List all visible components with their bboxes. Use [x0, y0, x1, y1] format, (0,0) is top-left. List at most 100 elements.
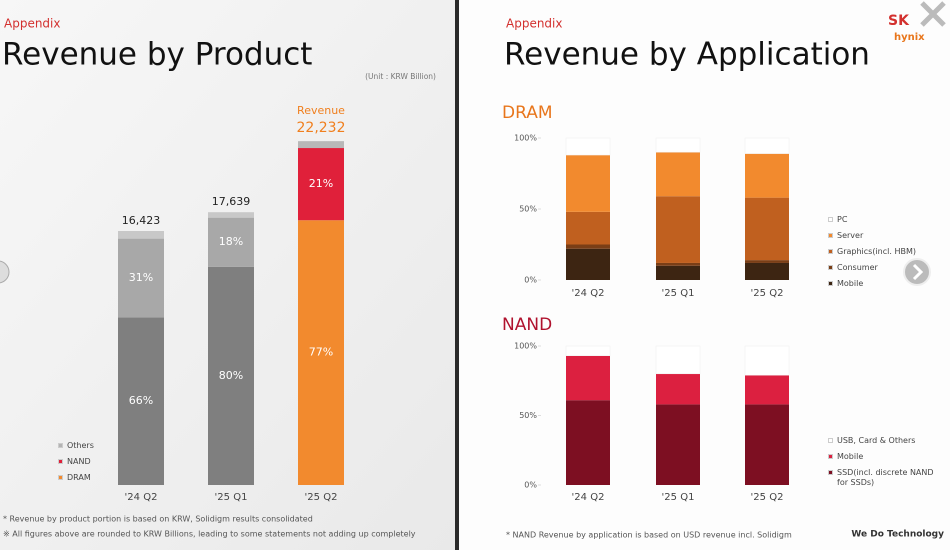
total-label: 17,639 [212, 195, 251, 208]
unit-label: (Unit : KRW Billion) [365, 72, 436, 81]
legend-label: SSD(incl. discrete NAND for SSDs) [837, 468, 934, 487]
x-tick-label: '25 Q2 [751, 288, 784, 299]
legend-item: Server [828, 231, 938, 241]
bar-segment [655, 345, 701, 375]
bar-segment [745, 260, 789, 263]
legend-label: Mobile [837, 279, 864, 288]
bar-segment [656, 265, 700, 280]
legend-swatch [828, 281, 833, 286]
y-tick-label: 0% [524, 276, 537, 285]
data-label: 31% [129, 271, 153, 284]
bar-segment [565, 345, 611, 356]
x-tick-label: '25 Q2 [751, 492, 784, 503]
data-label: 21% [309, 177, 333, 190]
right-slide-bg [459, 0, 950, 550]
x-tick-label: '25 Q2 [305, 492, 338, 503]
slide-title: Revenue by Application [504, 37, 870, 73]
data-label: 66% [129, 394, 153, 407]
legend-item: Mobile [828, 452, 938, 462]
legend-swatch [828, 454, 833, 459]
x-tick-label: '24 Q2 [125, 492, 158, 503]
legend-item: Others [58, 441, 168, 451]
bar-segment [656, 196, 700, 263]
bar-segment [565, 137, 611, 156]
x-tick-label: '25 Q1 [215, 492, 248, 503]
chart-title: DRAM [502, 103, 553, 123]
legend-swatch [828, 438, 833, 443]
legend-item: SSD(incl. discrete NAND for SSDs) [828, 468, 938, 488]
x-tick-label: '24 Q2 [572, 288, 605, 299]
legend-label: PC [837, 215, 848, 224]
bar-segment [298, 220, 344, 485]
bar-segment [656, 152, 700, 197]
legend-label: DRAM [67, 473, 91, 482]
data-label: 18% [219, 235, 243, 248]
bar-segment [566, 400, 610, 485]
slide-title: Revenue by Product [2, 37, 312, 73]
legend-item: NAND [58, 457, 168, 467]
legend-label: Consumer [837, 263, 878, 272]
bar-segment [118, 238, 164, 318]
bar-segment [208, 266, 254, 485]
total-label: 16,423 [122, 214, 161, 227]
bar-segment [745, 153, 789, 198]
prev-button[interactable] [0, 260, 10, 284]
y-tick-label: 50% [519, 411, 537, 420]
annotation: Revenue [297, 104, 345, 117]
x-tick-label: '24 Q2 [572, 492, 605, 503]
bar-segment [566, 248, 610, 280]
bar-segment [566, 211, 610, 245]
bar-segment [745, 375, 789, 405]
legend-label: Mobile [837, 452, 864, 461]
legend-label: NAND [67, 457, 91, 466]
bar-segment [118, 317, 164, 485]
y-tick-label: 100% [514, 342, 537, 351]
bar-segment [744, 137, 790, 154]
y-tick-label: 50% [519, 205, 537, 214]
bar-segment [656, 404, 700, 485]
next-button[interactable] [903, 258, 931, 286]
legend-swatch [58, 443, 63, 448]
next-arrow [912, 263, 924, 281]
bar-segment [298, 148, 344, 221]
tagline: We Do Technology [851, 530, 944, 540]
legend-label: Others [67, 441, 94, 450]
legend-swatch [58, 459, 63, 464]
legend-swatch [828, 233, 833, 238]
chart-title: NAND [502, 315, 552, 335]
footnote: * NAND Revenue by application is based o… [506, 531, 792, 540]
y-tick-label: 0% [524, 481, 537, 490]
bar-segment [208, 217, 254, 267]
legend-swatch [828, 470, 833, 475]
bar-segment [566, 355, 610, 401]
bar-segment [744, 345, 790, 376]
legend-swatch [828, 249, 833, 254]
bar-segment [208, 212, 254, 218]
legend-item: Consumer [828, 263, 938, 273]
logo-sk: SK [888, 13, 910, 29]
legend-label: USB, Card & Others [837, 436, 916, 445]
data-label: 80% [219, 369, 243, 382]
x-tick-label: '25 Q1 [662, 288, 695, 299]
legend-item: Mobile [828, 279, 938, 289]
bar-segment [566, 155, 610, 212]
legend: Others NAND DRAM [58, 441, 168, 489]
section-label: Appendix [4, 17, 60, 31]
bar-segment [745, 262, 789, 280]
bar-segment [745, 404, 789, 485]
footnote: ※ All figures above are rounded to KRW B… [3, 530, 416, 539]
bar-segment [298, 141, 344, 149]
bar-segment [566, 244, 610, 249]
bar-segment [656, 262, 700, 266]
legend-item: USB, Card & Others [828, 436, 938, 446]
bar-segment [745, 197, 789, 261]
legend-item: Graphics(incl. HBM) [828, 247, 938, 257]
legend-label: Server [837, 231, 864, 240]
data-label: 77% [309, 346, 333, 359]
legend-swatch [58, 475, 63, 480]
legend-swatch [828, 217, 833, 222]
legend-swatch [828, 265, 833, 270]
logo-mark [920, 1, 946, 27]
